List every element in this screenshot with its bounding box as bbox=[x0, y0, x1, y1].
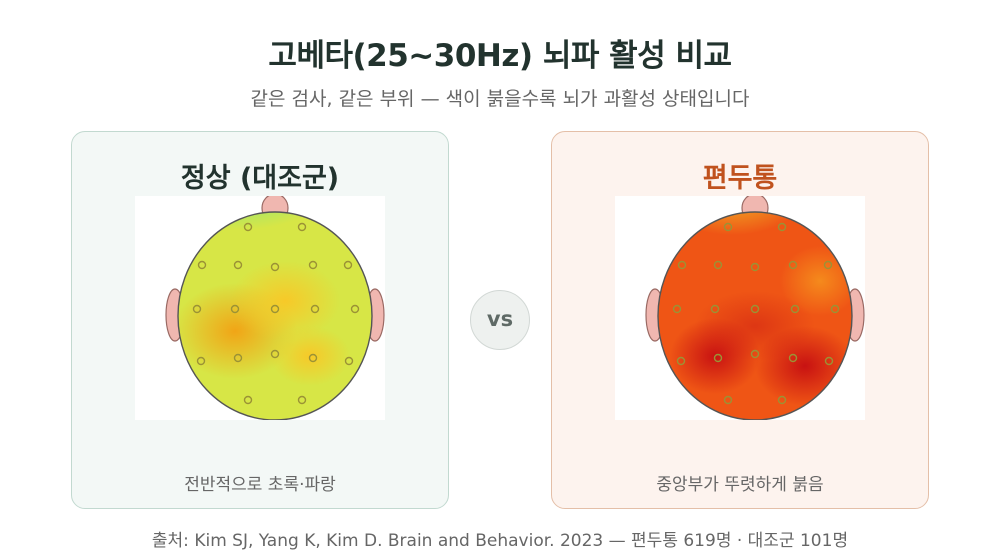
panel-caption-control: 전반적으로 초록·파랑 bbox=[184, 475, 336, 495]
topomap-migraine bbox=[645, 196, 865, 420]
brain-map-control bbox=[135, 196, 385, 420]
source-citation: 출처: Kim SJ, Yang K, Kim D. Brain and Beh… bbox=[151, 531, 849, 551]
panel-migraine: 편두통 bbox=[551, 131, 929, 509]
vs-badge: vs bbox=[470, 290, 530, 350]
head-outline bbox=[177, 211, 373, 420]
panel-title-control: 정상 (대조군) bbox=[180, 163, 340, 194]
panel-caption-migraine: 중앙부가 뚜렷하게 붉음 bbox=[656, 475, 824, 495]
page-subtitle: 같은 검사, 같은 부위 — 색이 붉을수록 뇌가 과활성 상태입니다 bbox=[250, 88, 750, 110]
page-title: 고베타(25~30Hz) 뇌파 활성 비교 bbox=[268, 38, 732, 74]
electrode-dots bbox=[192, 222, 360, 405]
panel-control: 정상 (대조군) bbox=[71, 131, 449, 509]
electrode-dots bbox=[672, 222, 840, 405]
panel-title-migraine: 편두통 bbox=[702, 163, 778, 194]
brain-map-migraine bbox=[615, 196, 865, 420]
topomap-control bbox=[165, 196, 385, 420]
head-outline bbox=[657, 211, 853, 420]
